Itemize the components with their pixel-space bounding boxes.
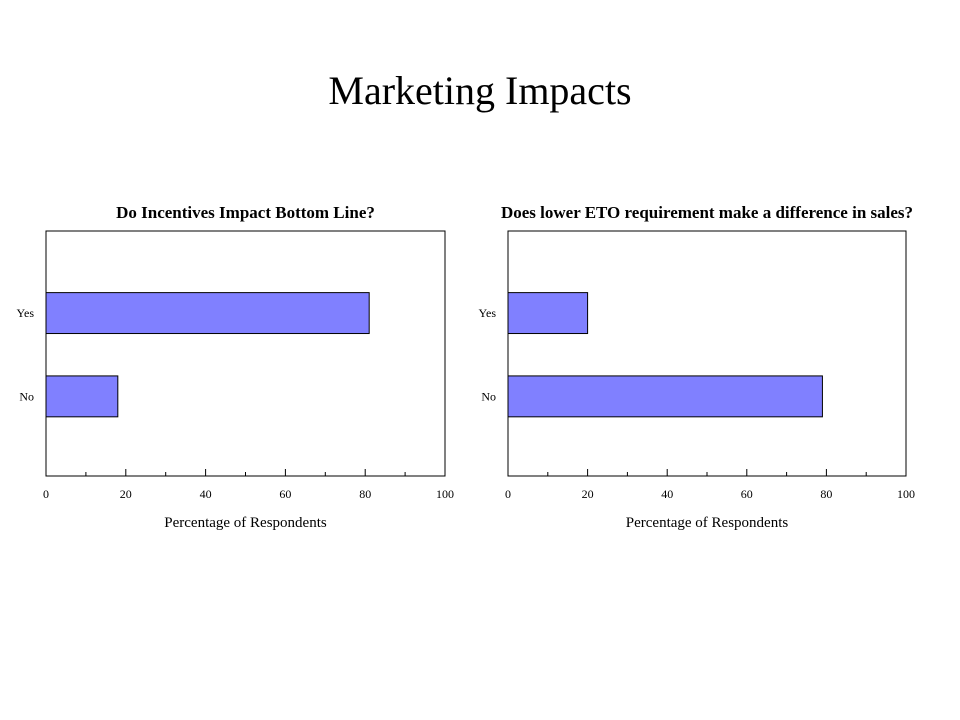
chart-2-x-tick-label: 0 — [505, 487, 511, 501]
chart-1-x-tick-label: 40 — [200, 487, 212, 501]
chart-1-x-tick-label: 0 — [43, 487, 49, 501]
chart-1-category-label-yes: Yes — [17, 306, 35, 320]
chart-2-x-tick-label: 100 — [897, 487, 915, 501]
chart-2-bar-yes — [508, 293, 588, 334]
chart-2-x-tick-label: 20 — [582, 487, 594, 501]
chart-2-x-tick-label: 60 — [741, 487, 753, 501]
chart-1-x-tick-label: 60 — [279, 487, 291, 501]
chart-1-x-tick-label: 80 — [359, 487, 371, 501]
chart-2-category-label-yes: Yes — [479, 306, 497, 320]
chart-1-x-tick-label: 20 — [120, 487, 132, 501]
chart-2-x-tick-label: 40 — [661, 487, 673, 501]
chart-2-bar-no — [508, 376, 822, 417]
chart-1-category-label-no: No — [19, 389, 34, 403]
chart-2-plot-frame — [508, 231, 906, 476]
chart-1-plot-frame — [46, 231, 445, 476]
chart-2-title: Does lower ETO requirement make a differ… — [501, 203, 913, 222]
chart-1-x-axis-label: Percentage of Respondents — [164, 515, 327, 531]
chart-1-x-tick-label: 100 — [436, 487, 454, 501]
chart-1-title: Do Incentives Impact Bottom Line? — [116, 203, 375, 222]
chart-2-x-tick-label: 80 — [820, 487, 832, 501]
chart-1-bar-no — [46, 376, 118, 417]
chart-1-bar-yes — [46, 293, 369, 334]
chart-2-x-axis-label: Percentage of Respondents — [626, 515, 789, 531]
chart-2-category-label-no: No — [481, 389, 496, 403]
